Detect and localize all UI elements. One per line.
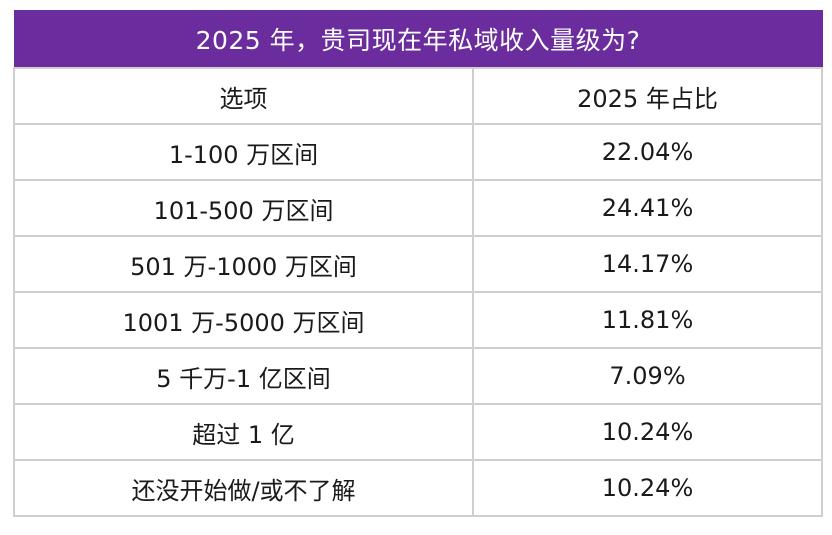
table-row: 1001 万-5000 万区间 11.81% [13, 291, 823, 349]
option-cell: 1-100 万区间 [13, 123, 474, 181]
table-title: 2025 年，贵司现在年私域收入量级为? [13, 10, 823, 69]
share-cell: 7.09% [472, 347, 823, 405]
share-cell: 11.81% [472, 291, 823, 349]
survey-table: 2025 年，贵司现在年私域收入量级为? 选项 2025 年占比 1-100 万… [13, 10, 823, 517]
column-header-share: 2025 年占比 [472, 67, 823, 125]
option-cell: 1001 万-5000 万区间 [13, 291, 474, 349]
table-row: 还没开始做/或不了解 10.24% [13, 459, 823, 517]
table-row: 1-100 万区间 22.04% [13, 123, 823, 181]
option-cell: 501 万-1000 万区间 [13, 235, 474, 293]
share-cell: 10.24% [472, 403, 823, 461]
table-row: 5 千万-1 亿区间 7.09% [13, 347, 823, 405]
share-cell: 14.17% [472, 235, 823, 293]
option-cell: 还没开始做/或不了解 [13, 459, 474, 517]
table-row: 超过 1 亿 10.24% [13, 403, 823, 461]
option-cell: 101-500 万区间 [13, 179, 474, 237]
option-cell: 5 千万-1 亿区间 [13, 347, 474, 405]
table-row: 501 万-1000 万区间 14.17% [13, 235, 823, 293]
option-cell: 超过 1 亿 [13, 403, 474, 461]
share-cell: 22.04% [472, 123, 823, 181]
table-title-row: 2025 年，贵司现在年私域收入量级为? [13, 10, 823, 69]
survey-table-container: 2025 年，贵司现在年私域收入量级为? 选项 2025 年占比 1-100 万… [13, 10, 823, 517]
share-cell: 24.41% [472, 179, 823, 237]
column-header-option: 选项 [13, 67, 474, 125]
share-cell: 10.24% [472, 459, 823, 517]
table-header-row: 选项 2025 年占比 [13, 67, 823, 125]
table-row: 101-500 万区间 24.41% [13, 179, 823, 237]
